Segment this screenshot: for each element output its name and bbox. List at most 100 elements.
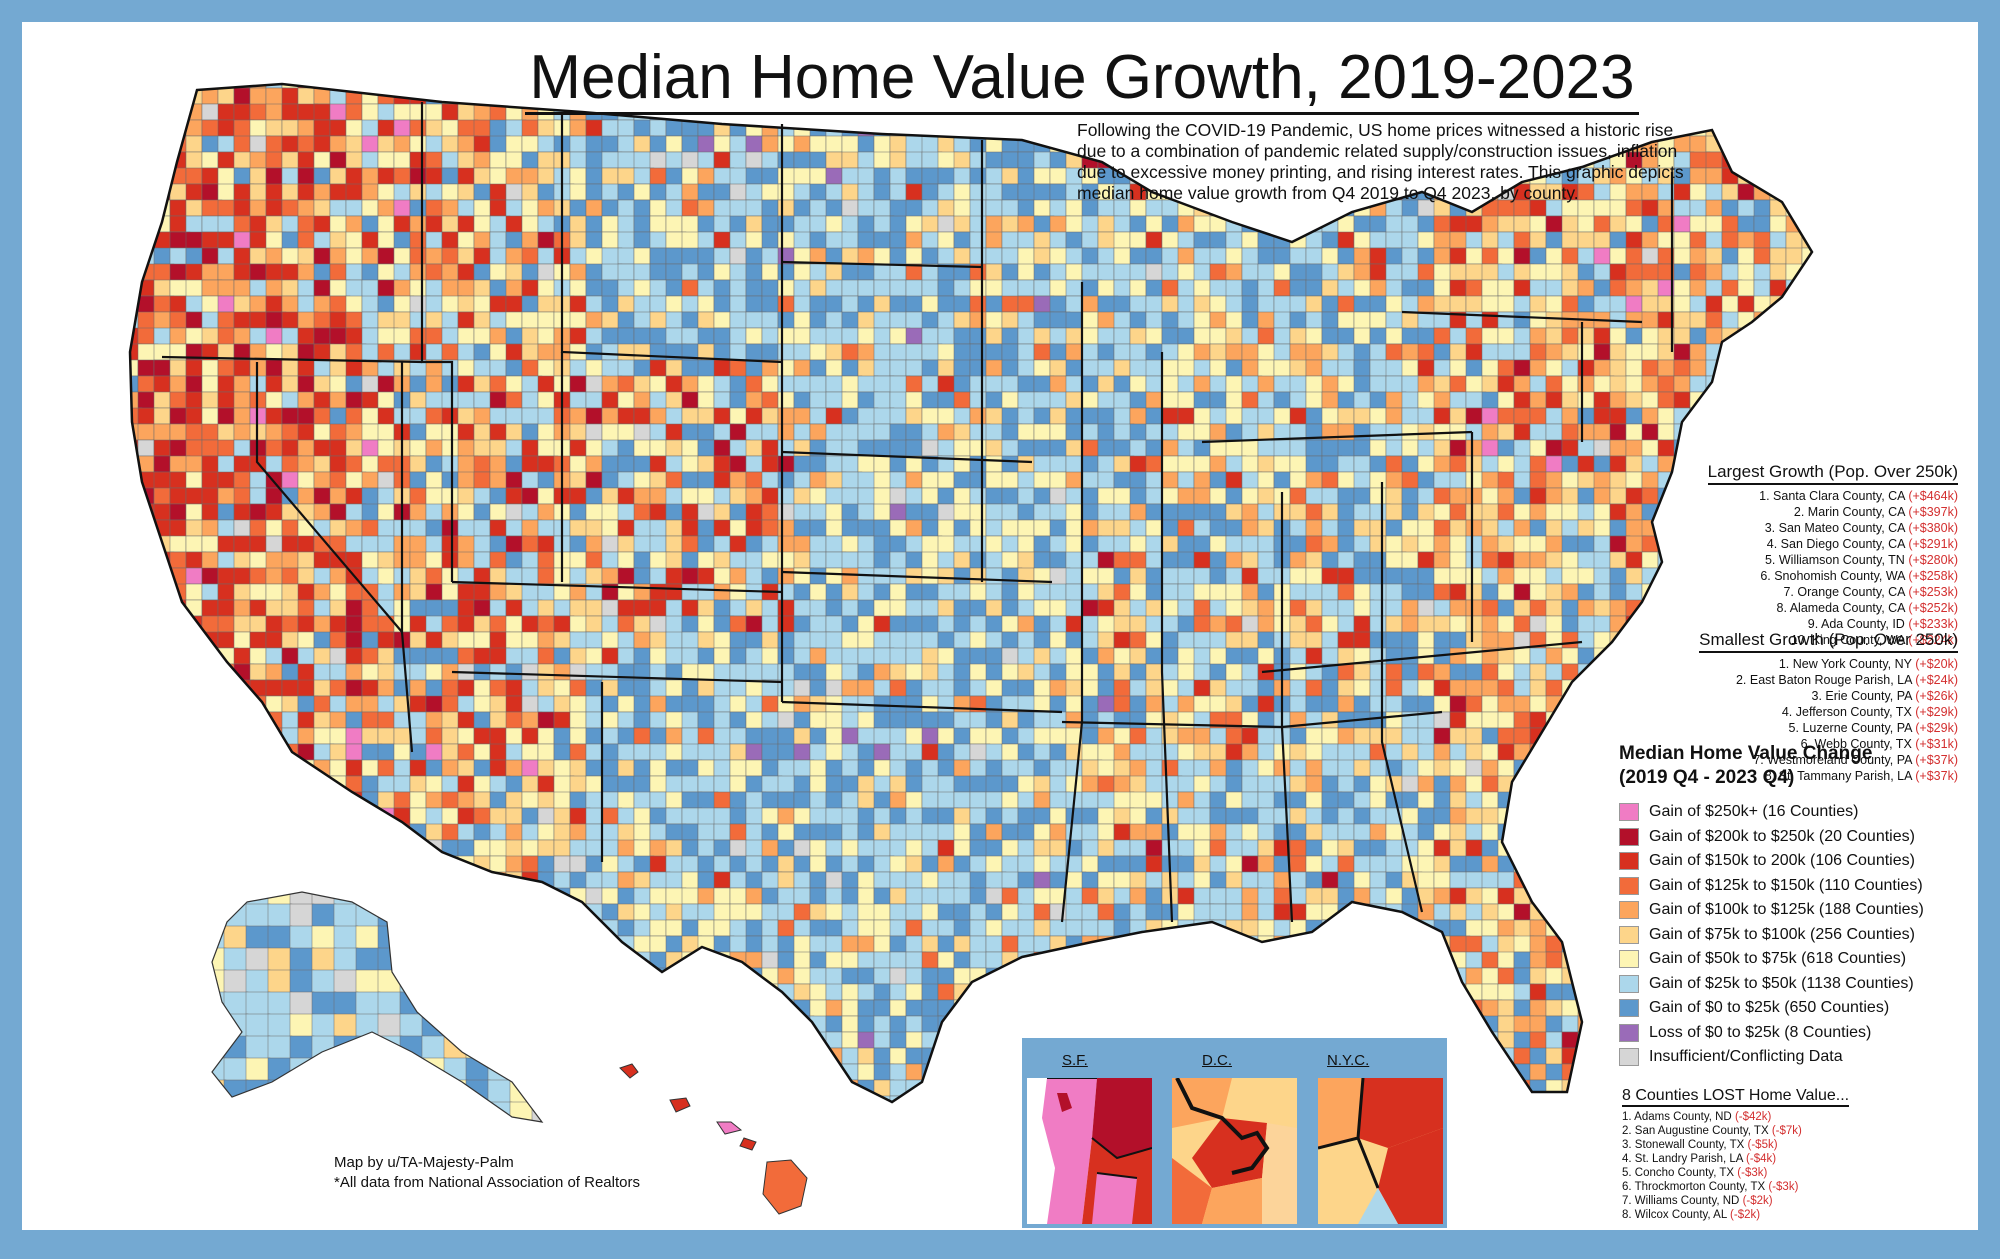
county-cell [761,791,779,809]
county-cell [153,807,171,825]
county-cell [1369,695,1387,713]
county-cell [489,151,507,169]
county-cell [1305,791,1323,809]
county-cell [729,695,747,713]
county-cell [665,695,683,713]
county-cell [1337,359,1355,377]
county-cell [537,567,555,585]
county-cell [1081,743,1099,761]
county-cell [601,535,619,553]
county-cell [425,183,443,201]
county-cell [697,279,715,297]
county-cell [265,151,283,169]
county-cell [1241,583,1259,601]
county-cell [1305,327,1323,345]
county-cell [825,359,843,377]
county-cell [377,247,395,265]
county-cell [697,247,715,265]
county-cell [617,519,635,537]
county-cell [1801,375,1812,393]
county-cell [137,231,155,253]
county-cell [841,535,859,553]
county-cell [1321,487,1339,505]
county-cell [553,743,571,761]
county-cell [937,471,955,489]
county-cell [185,791,203,809]
county-cell [521,263,539,281]
county-cell [873,695,891,713]
county-cell [889,263,907,281]
county-cell [1321,599,1339,617]
county-cell [217,695,235,717]
county-cell [1801,151,1812,169]
county-cell [1737,247,1755,265]
county-cell [1673,103,1695,121]
county-cell [1818,280,1834,296]
county-cell [130,87,139,109]
county-cell [169,84,187,89]
county-cell [697,391,715,409]
county-cell [1449,407,1467,425]
county-cell [777,327,795,345]
county-cell [937,279,955,297]
county-cell [1385,535,1403,553]
county-cell [697,375,715,393]
county-cell [201,567,219,585]
county-cell [665,135,683,153]
county-cell [617,263,635,281]
county-cell [969,599,987,617]
county-cell [1017,375,1035,393]
county-cell [1049,343,1067,361]
county-cell [1209,807,1227,825]
county-cell [633,711,651,729]
county-cell [1417,535,1435,553]
county-cell [153,487,171,505]
county-cell [130,631,143,653]
county-cell [1337,599,1355,617]
county-cell [873,279,891,297]
county-cell [633,391,651,409]
county-cell [1753,391,1771,413]
county-cell [1369,311,1387,329]
county-cell [665,215,683,233]
county-cell [249,487,267,505]
county-cell [569,199,587,217]
county-cell [905,679,923,697]
county-cell [585,215,603,233]
county-cell [1705,279,1723,297]
county-cell [1049,295,1067,313]
county-cell [345,103,363,121]
county-cell [1161,647,1179,665]
county-cell [345,695,363,713]
county-cell [1289,679,1307,697]
county-cell [777,455,795,473]
county-cell [233,327,251,345]
county-cell [1193,503,1211,521]
county-cell [153,679,171,701]
county-cell [1545,599,1563,617]
county-cell [409,407,427,425]
county-cell [1417,743,1435,761]
county-cell [137,215,155,237]
county-cell [1818,344,1834,360]
county-cell [1513,503,1531,521]
county-cell [1033,199,1051,217]
county-cell [1689,87,1707,105]
county-cell [345,247,363,265]
county-cell [1113,215,1131,233]
county-cell [937,119,959,137]
county-cell [1001,471,1019,489]
county-cell [281,343,299,361]
county-cell [457,743,475,761]
county-cell [185,135,203,153]
county-cell [1545,407,1563,425]
county-cell [249,535,267,553]
county-cell [233,727,255,745]
county-cell [1257,807,1275,825]
county-cell [649,295,667,313]
county-cell [1241,295,1259,313]
county-cell [185,647,203,665]
county-cell [281,135,299,153]
county-cell [1769,391,1787,409]
county-cell [1545,311,1563,329]
